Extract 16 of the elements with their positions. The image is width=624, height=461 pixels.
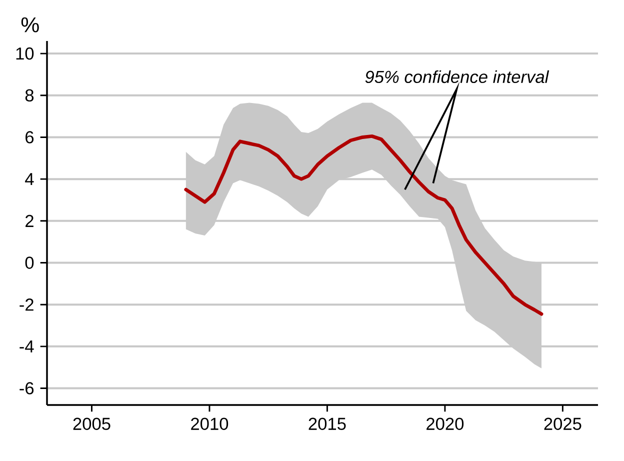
x-tick-label: 2015 — [308, 418, 346, 430]
y-tick-label: -6 — [20, 382, 34, 394]
x-tick-label: 2010 — [191, 418, 228, 430]
x-tick-label: 2020 — [426, 418, 464, 430]
y-tick-label: -4 — [20, 340, 34, 352]
y-axis-title: % — [21, 17, 39, 32]
y-tick-label: -2 — [20, 298, 34, 311]
y-tick-label: 2 — [26, 214, 34, 227]
x-tick-label: 2005 — [73, 418, 110, 430]
y-tick-label: 4 — [25, 173, 34, 186]
y-tick-label: 6 — [26, 131, 34, 144]
annotation: 95% confidence interval — [365, 70, 550, 84]
y-tick-label: 10 — [16, 47, 34, 60]
x-tick-label: 2025 — [544, 418, 582, 430]
y-tick-label: 0 — [25, 256, 34, 269]
y-tick-label: 8 — [25, 89, 34, 102]
